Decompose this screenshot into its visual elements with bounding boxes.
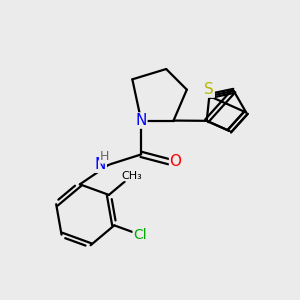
Text: N: N [95,157,106,172]
Text: S: S [205,82,214,97]
Text: O: O [169,154,181,169]
Text: Cl: Cl [133,228,147,242]
Text: N: N [136,113,147,128]
Text: CH₃: CH₃ [122,171,142,181]
Text: H: H [100,150,109,163]
